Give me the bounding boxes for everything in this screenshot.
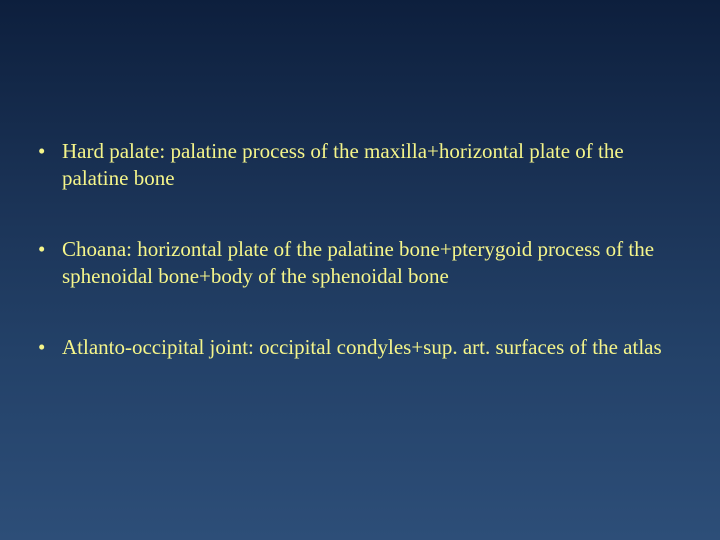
bullet-marker-icon: • — [38, 334, 62, 361]
bullet-item: • Hard palate: palatine process of the m… — [38, 138, 682, 192]
bullet-item: • Choana: horizontal plate of the palati… — [38, 236, 682, 290]
bullet-item: • Atlanto-occipital joint: occipital con… — [38, 334, 682, 361]
bullet-marker-icon: • — [38, 138, 62, 165]
bullet-marker-icon: • — [38, 236, 62, 263]
bullet-text: Choana: horizontal plate of the palatine… — [62, 236, 682, 290]
slide-content: • Hard palate: palatine process of the m… — [38, 138, 682, 404]
slide-container: • Hard palate: palatine process of the m… — [0, 0, 720, 540]
bullet-text: Atlanto-occipital joint: occipital condy… — [62, 334, 682, 361]
bullet-text: Hard palate: palatine process of the max… — [62, 138, 682, 192]
